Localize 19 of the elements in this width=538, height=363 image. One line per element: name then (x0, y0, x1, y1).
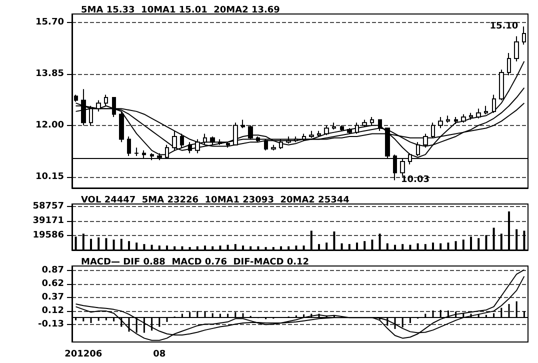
y-tick-label: 58757 (32, 201, 64, 212)
y-tick-label: 19586 (32, 230, 64, 240)
y-tick-label: 0.62 (42, 278, 64, 289)
y-tick-label: 10.15 (36, 172, 64, 182)
chart-title: VOL 24447 5MA 23226 10MA1 23093 20MA2 25344 (81, 196, 350, 206)
y-tick-label: 13.85 (36, 68, 64, 79)
x-tick-label: 08 (153, 350, 166, 360)
annotation: 15.10 (490, 22, 518, 32)
y-tick-label: 12.00 (36, 120, 64, 130)
y-tick-label: 0.37 (42, 292, 64, 302)
y-tick-label: 15.70 (36, 17, 64, 28)
y-tick-label: -0.13 (38, 320, 64, 330)
y-tick-label: 0.87 (42, 265, 64, 276)
y-tick-label: 0.12 (42, 306, 64, 316)
chart-title: MACD— DIF 0.88 MACD 0.76 DIF-MACD 0.12 (81, 258, 310, 268)
y-tick-label: 39171 (32, 216, 64, 226)
x-tick-label: 201206 (64, 350, 102, 360)
chart-title: 5MA 15.33 10MA1 15.01 20MA2 13.69 (81, 6, 280, 16)
annotation: 10.03 (401, 175, 430, 186)
